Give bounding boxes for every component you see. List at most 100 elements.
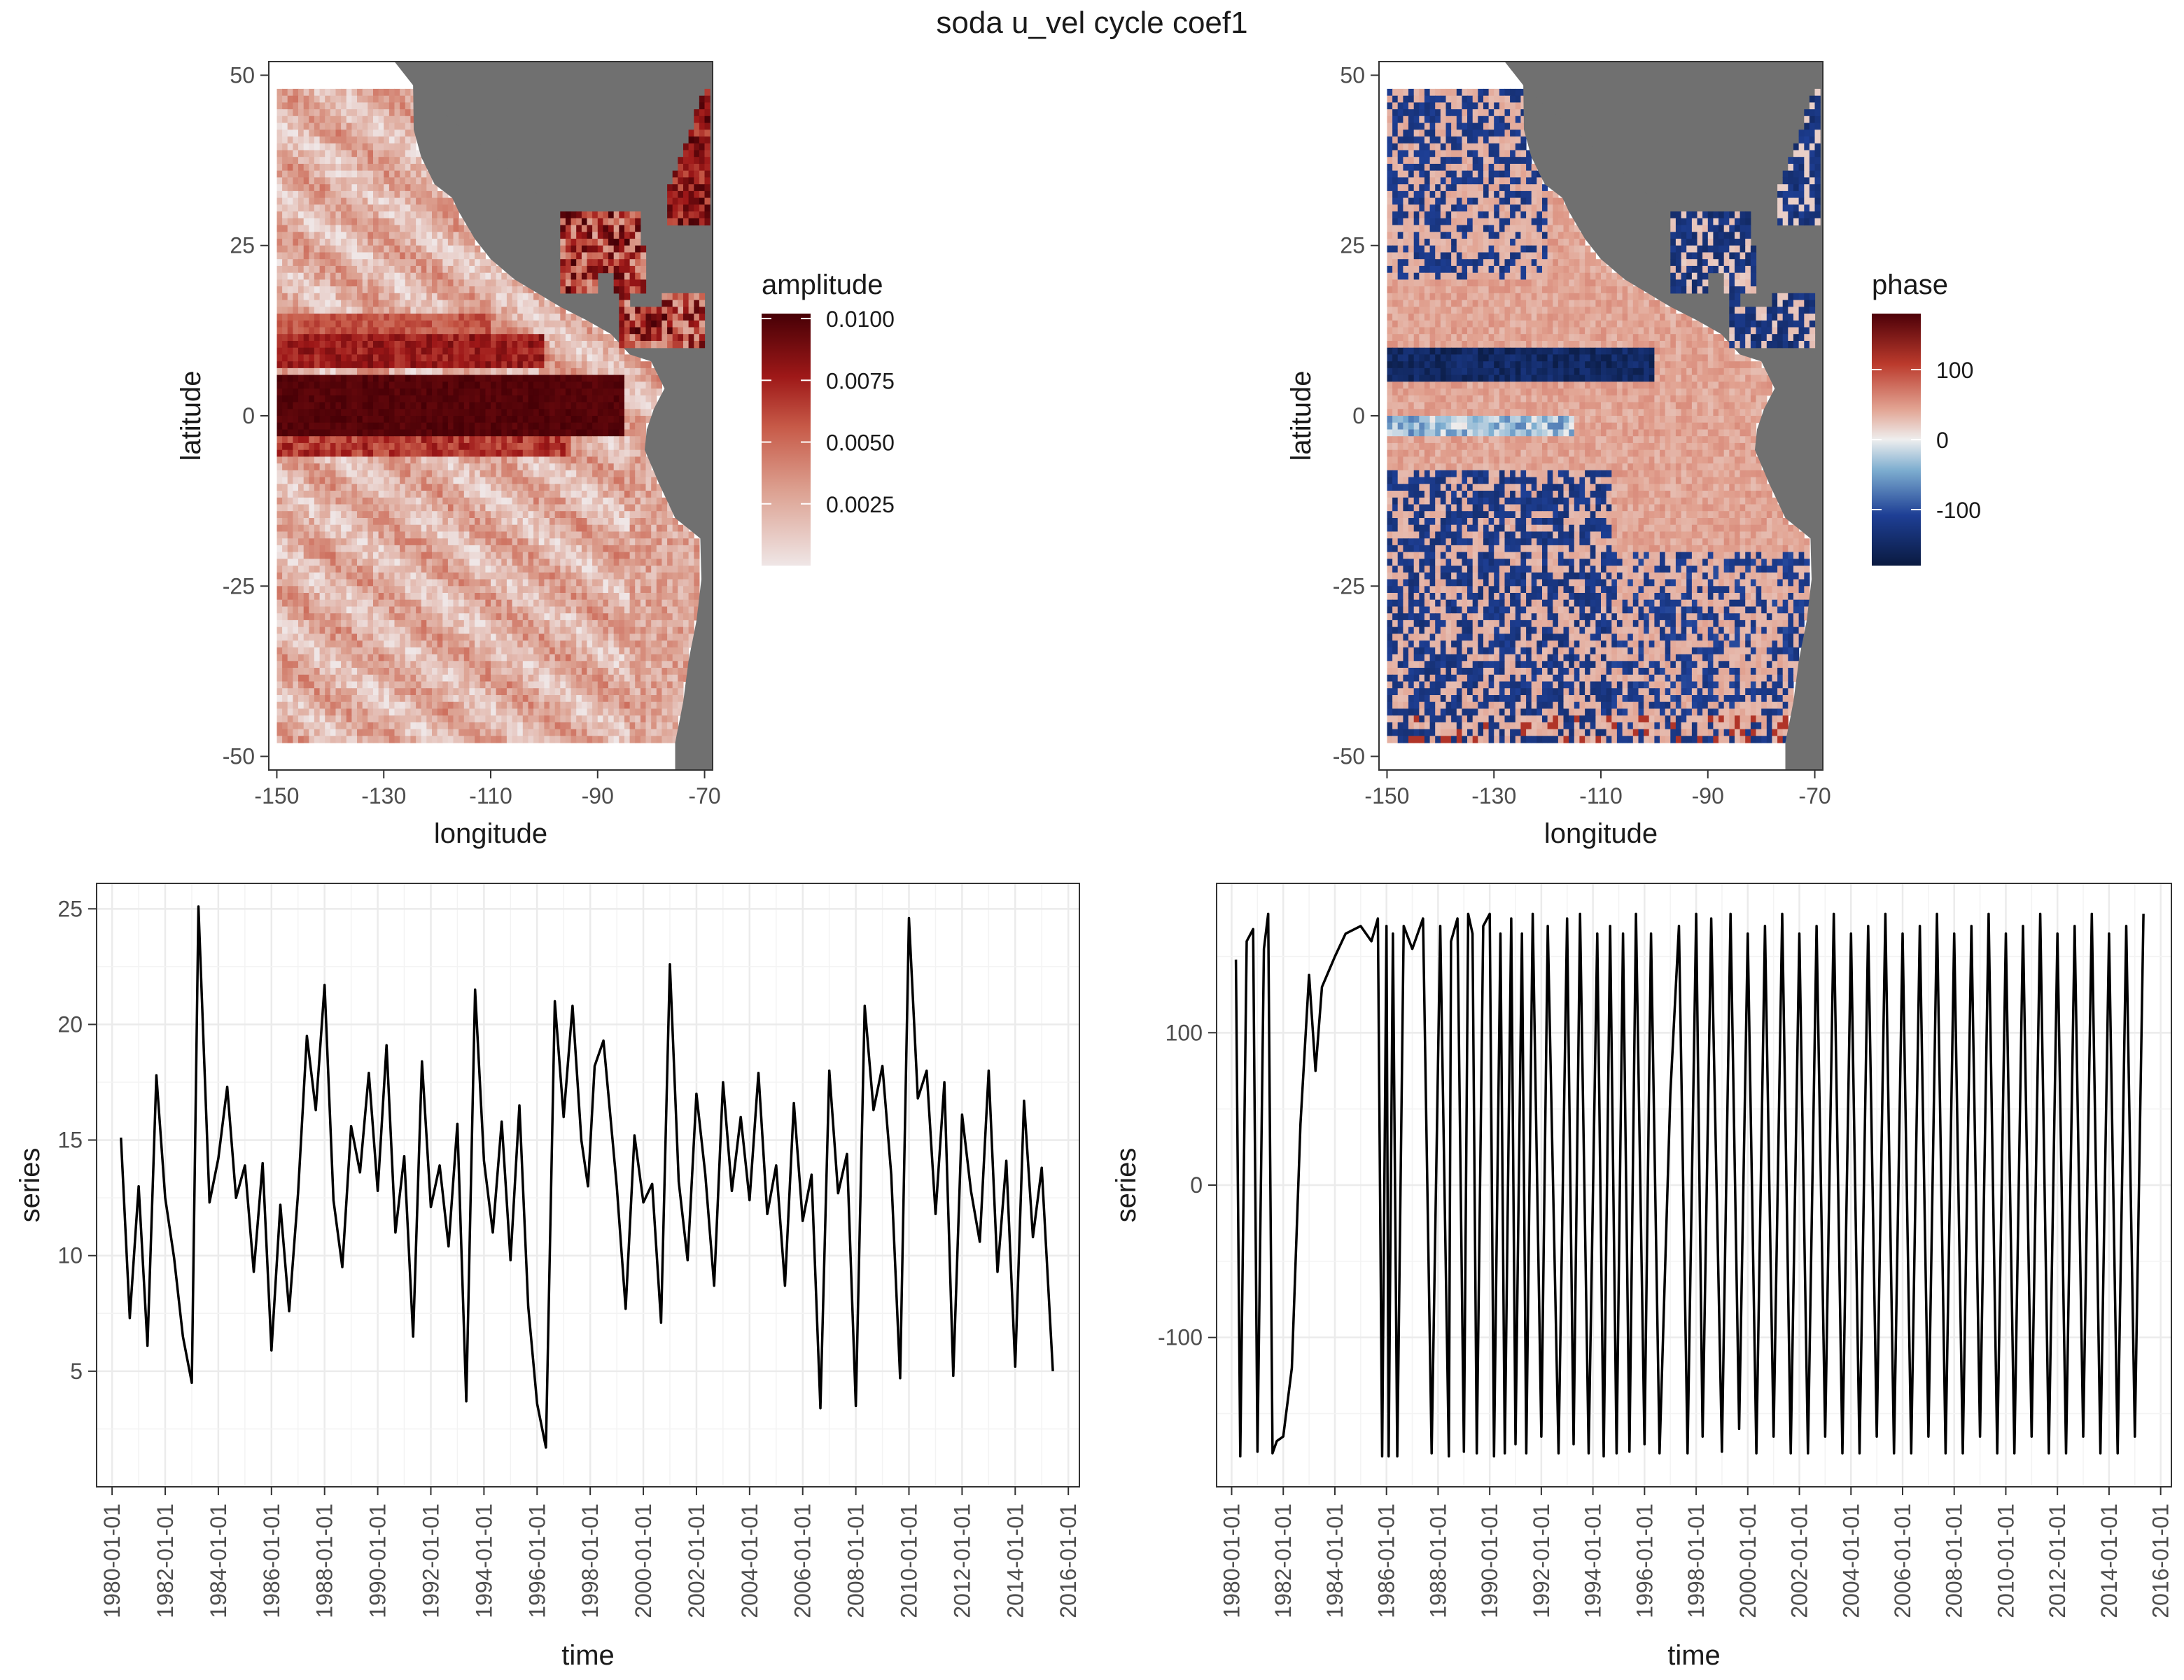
heatmap-cell [485, 552, 491, 559]
heatmap-cell [624, 545, 631, 553]
heatmap-cell [384, 620, 390, 628]
heatmap-cell [368, 429, 374, 437]
heatmap-cell [351, 259, 358, 267]
heatmap-cell [597, 456, 603, 464]
heatmap-cell [405, 436, 411, 444]
heatmap-cell [592, 409, 598, 416]
heatmap-cell [341, 463, 347, 471]
heatmap-cell [683, 599, 690, 607]
heatmap-cell [416, 361, 422, 369]
heatmap-cell [528, 566, 534, 573]
heatmap-cell [373, 572, 379, 580]
heatmap-cell [421, 232, 427, 239]
heatmap-cell [394, 204, 400, 212]
heatmap-cell [394, 88, 400, 97]
heatmap-cell [314, 218, 321, 226]
heatmap-cell [463, 572, 470, 580]
heatmap-cell [560, 566, 566, 573]
heatmap-cell [388, 341, 396, 349]
heatmap-cell [298, 279, 304, 287]
heatmap-cell [629, 409, 636, 416]
heatmap-cell [469, 538, 475, 546]
heatmap-cell [603, 586, 609, 594]
heatmap-cell [325, 442, 331, 451]
heatmap-cell [298, 204, 304, 212]
heatmap-cell [587, 566, 593, 573]
heatmap-cell [335, 204, 342, 212]
heatmap-cell [282, 620, 288, 628]
heatmap-cell [479, 524, 486, 532]
heatmap-cell [528, 504, 534, 512]
heatmap-cell [400, 436, 406, 444]
heatmap-cell [538, 552, 545, 559]
heatmap-cell [330, 252, 336, 260]
heatmap-cell [341, 272, 347, 280]
heatmap-cell [309, 109, 315, 117]
heatmap-cell [576, 491, 582, 498]
heatmap-cell [554, 436, 561, 444]
heatmap-cell [463, 429, 470, 437]
heatmap-cell [587, 436, 593, 444]
heatmap-cell [298, 102, 304, 110]
heatmap-cell [597, 559, 603, 566]
heatmap-cell [624, 613, 631, 621]
heatmap-cell [581, 599, 588, 607]
heatmap-cell [544, 368, 550, 376]
heatmap-cell [496, 354, 502, 362]
heatmap-cell [384, 293, 390, 301]
heatmap-cell [400, 204, 406, 212]
heatmap-cell [597, 593, 603, 601]
heatmap-cell [362, 579, 368, 587]
heatmap-cell [506, 286, 513, 294]
heatmap-cell [662, 613, 668, 621]
heatmap-cell [405, 395, 411, 403]
heatmap-cell [287, 115, 293, 124]
heatmap-cell [447, 422, 454, 430]
heatmap-cell [276, 265, 283, 274]
heatmap-cell [335, 593, 342, 601]
heatmap-cell [303, 538, 309, 546]
heatmap-cell [624, 374, 631, 382]
heatmap-cell [560, 518, 566, 526]
heatmap-cell [314, 265, 321, 274]
heatmap-cell [384, 484, 390, 491]
heatmap-cell [463, 232, 470, 239]
heatmap-cell [421, 402, 427, 410]
heatmap-cell [496, 572, 502, 580]
heatmap-cell [309, 463, 315, 471]
heatmap-cell [384, 524, 390, 532]
heatmap-cell [276, 177, 283, 185]
heatmap-cell [587, 491, 593, 498]
heatmap-cell [378, 157, 384, 164]
heatmap-cell [293, 518, 299, 526]
heatmap-cell [544, 442, 550, 451]
heatmap-cell [400, 272, 406, 280]
heatmap-cell [560, 579, 566, 587]
heatmap-cell [378, 531, 384, 539]
heatmap-cell [416, 511, 422, 519]
heatmap-cell [640, 361, 647, 369]
heatmap-cell [506, 586, 513, 594]
heatmap-cell [346, 593, 352, 601]
heatmap-cell [587, 470, 593, 478]
heatmap-cell [373, 402, 379, 410]
heatmap-cell [522, 341, 528, 349]
heatmap-cell [469, 552, 475, 559]
heatmap-cell [287, 347, 293, 355]
heatmap-cell [522, 293, 528, 301]
heatmap-cell [587, 518, 593, 526]
heatmap-cell [613, 409, 620, 416]
heatmap-cell [388, 190, 396, 199]
heatmap-cell [667, 566, 673, 573]
heatmap-cell [314, 293, 321, 301]
heatmap-cell [554, 347, 561, 355]
heatmap-cell [560, 477, 566, 484]
heatmap-cell [394, 361, 400, 369]
heatmap-cell [309, 449, 315, 457]
heatmap-cell [400, 354, 406, 362]
heatmap-cell [512, 552, 518, 559]
heatmap-cell [400, 484, 406, 491]
heatmap-cell [388, 225, 396, 232]
heatmap-cell [485, 484, 491, 491]
heatmap-cell [276, 102, 283, 110]
